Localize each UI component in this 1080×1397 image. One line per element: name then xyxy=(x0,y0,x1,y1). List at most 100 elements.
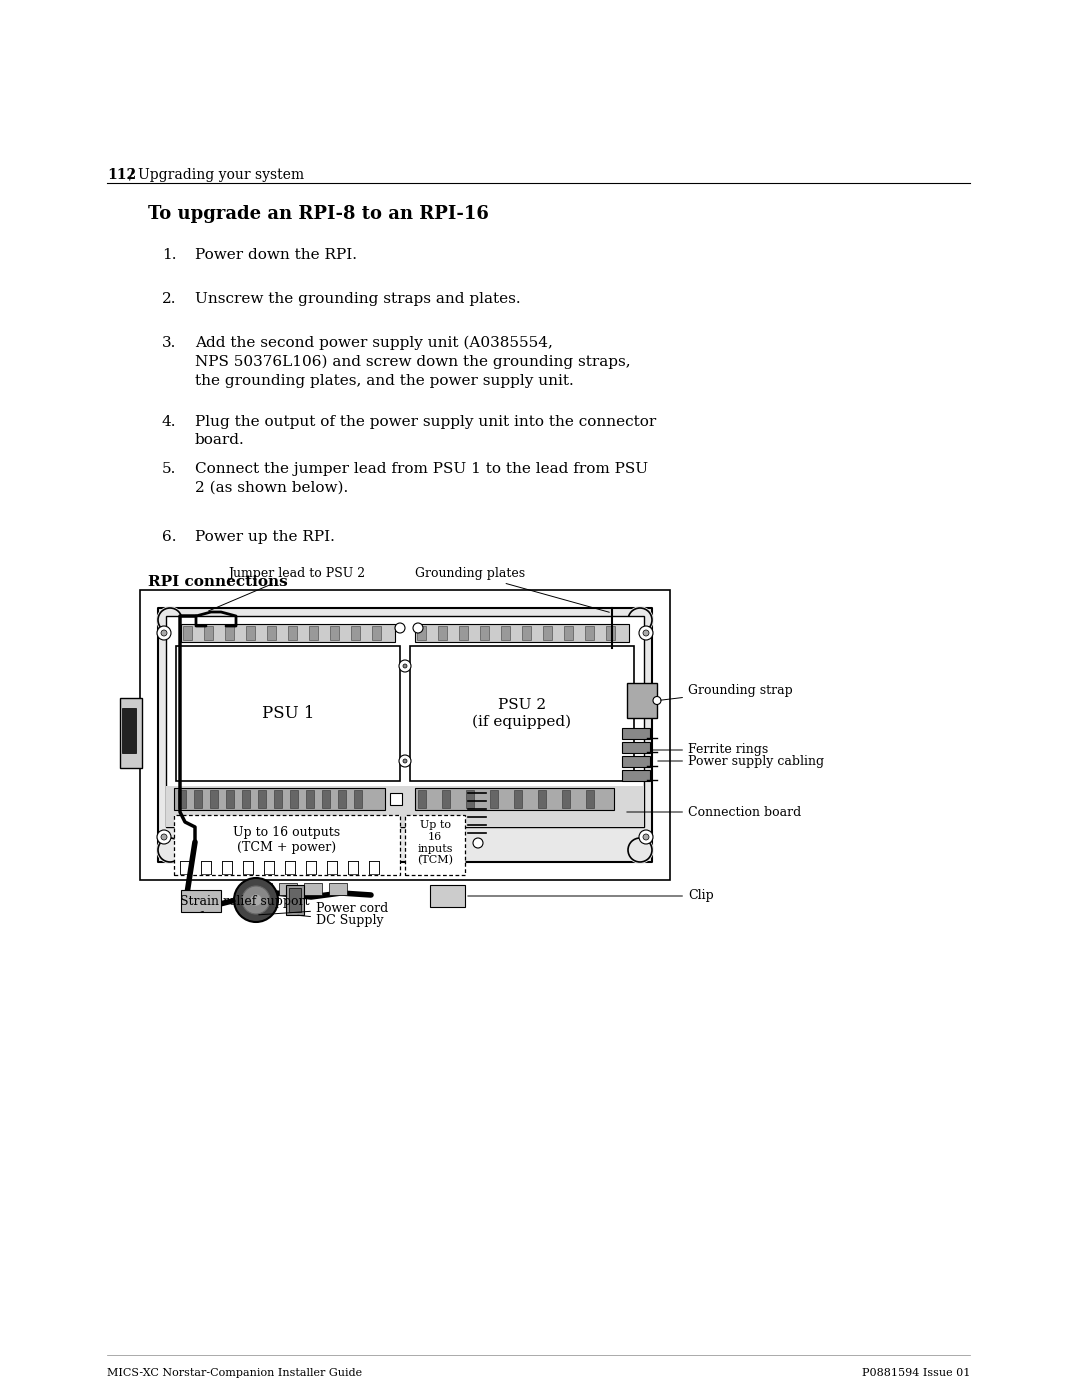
Bar xyxy=(267,626,276,640)
Bar xyxy=(538,789,546,807)
Circle shape xyxy=(473,838,483,848)
Text: Power up the RPI.: Power up the RPI. xyxy=(195,529,335,543)
Bar xyxy=(306,789,314,807)
Text: 6.: 6. xyxy=(162,529,176,543)
Bar xyxy=(204,626,213,640)
Text: Connect the jumper lead from PSU 1 to the lead from PSU
2 (as shown below).: Connect the jumper lead from PSU 1 to th… xyxy=(195,462,648,495)
Circle shape xyxy=(627,608,653,633)
Bar xyxy=(564,626,573,640)
Text: Unscrew the grounding straps and plates.: Unscrew the grounding straps and plates. xyxy=(195,292,521,306)
Bar xyxy=(465,789,474,807)
Circle shape xyxy=(653,697,661,704)
Bar xyxy=(501,626,510,640)
Text: Power supply cabling: Power supply cabling xyxy=(658,754,824,767)
Bar xyxy=(285,861,295,875)
Bar xyxy=(329,883,347,895)
Bar xyxy=(354,789,362,807)
Bar xyxy=(417,626,426,640)
Bar xyxy=(390,793,402,805)
Bar xyxy=(459,626,468,640)
Bar xyxy=(543,626,552,640)
Circle shape xyxy=(639,626,653,640)
Bar xyxy=(178,789,186,807)
Bar xyxy=(622,756,650,767)
Bar xyxy=(522,626,531,640)
Text: Clip: Clip xyxy=(468,890,714,902)
Text: Grounding strap: Grounding strap xyxy=(661,685,793,700)
Bar xyxy=(201,861,211,875)
Circle shape xyxy=(157,837,183,863)
Bar xyxy=(183,626,192,640)
Text: 2.: 2. xyxy=(162,292,176,306)
Text: P0881594 Issue 01: P0881594 Issue 01 xyxy=(862,1368,970,1377)
Bar xyxy=(166,616,644,827)
Bar xyxy=(562,789,570,807)
Bar xyxy=(180,861,190,875)
Bar xyxy=(327,861,337,875)
Bar xyxy=(181,890,221,912)
Text: Connection board: Connection board xyxy=(626,806,801,819)
Bar xyxy=(122,708,136,753)
Bar xyxy=(622,728,650,739)
Bar xyxy=(369,861,379,875)
Text: Power cord: Power cord xyxy=(259,902,388,915)
Bar xyxy=(622,770,650,781)
Bar xyxy=(194,789,202,807)
Bar xyxy=(627,683,657,718)
Circle shape xyxy=(157,830,171,844)
Text: Up to 16 outputs
(TCM + power): Up to 16 outputs (TCM + power) xyxy=(233,826,340,854)
Bar xyxy=(585,626,594,640)
Circle shape xyxy=(643,630,649,636)
Bar xyxy=(415,788,615,810)
Bar xyxy=(622,742,650,753)
Bar xyxy=(166,787,644,827)
Text: Up to
16
inputs
(TCM): Up to 16 inputs (TCM) xyxy=(417,820,453,866)
Text: 112: 112 xyxy=(107,168,136,182)
Circle shape xyxy=(157,608,183,633)
Text: RPI connections: RPI connections xyxy=(148,576,287,590)
Bar xyxy=(303,883,322,895)
Bar xyxy=(222,861,232,875)
Bar xyxy=(372,626,381,640)
Circle shape xyxy=(249,894,262,907)
Circle shape xyxy=(157,626,171,640)
Bar xyxy=(140,590,670,880)
Bar xyxy=(348,861,357,875)
Text: Power down the RPI.: Power down the RPI. xyxy=(195,249,357,263)
Text: 5.: 5. xyxy=(162,462,176,476)
Text: Add the second power supply unit (A0385554,
NPS 50376L106) and screw down the gr: Add the second power supply unit (A03855… xyxy=(195,337,631,388)
Bar xyxy=(254,883,272,895)
Circle shape xyxy=(395,623,405,633)
Circle shape xyxy=(627,608,652,631)
Bar xyxy=(480,626,489,640)
Bar xyxy=(174,814,400,875)
Bar xyxy=(246,626,255,640)
Bar xyxy=(418,789,426,807)
Text: To upgrade an RPI-8 to an RPI-16: To upgrade an RPI-8 to an RPI-16 xyxy=(148,205,489,224)
Bar xyxy=(288,626,297,640)
Bar xyxy=(242,789,249,807)
Bar xyxy=(338,789,346,807)
Text: Ferrite rings: Ferrite rings xyxy=(652,743,768,757)
Circle shape xyxy=(242,886,270,914)
Circle shape xyxy=(399,754,411,767)
Bar xyxy=(490,789,498,807)
Text: Jumper lead to PSU 2: Jumper lead to PSU 2 xyxy=(208,567,365,610)
Text: PSU 1: PSU 1 xyxy=(261,705,314,722)
Circle shape xyxy=(413,623,423,633)
Circle shape xyxy=(643,834,649,840)
Circle shape xyxy=(161,630,167,636)
Circle shape xyxy=(627,838,652,862)
Text: Strain relief support: Strain relief support xyxy=(180,895,310,912)
Bar xyxy=(438,626,447,640)
Bar xyxy=(586,789,594,807)
Circle shape xyxy=(161,834,167,840)
Bar xyxy=(279,883,297,895)
Text: 3.: 3. xyxy=(162,337,176,351)
Bar xyxy=(415,624,629,643)
Circle shape xyxy=(234,877,278,922)
Bar xyxy=(174,788,384,810)
Bar xyxy=(405,814,465,875)
Bar xyxy=(291,789,298,807)
Bar xyxy=(442,789,450,807)
